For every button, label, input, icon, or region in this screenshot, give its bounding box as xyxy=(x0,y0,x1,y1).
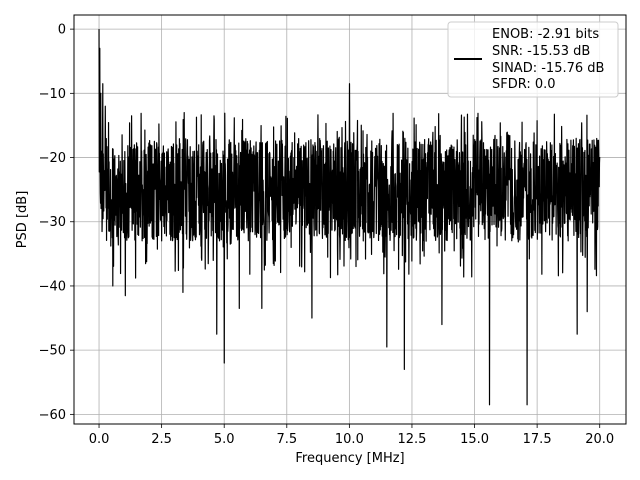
y-axis-ticks: 0 −10 −20 −30 −40 −50 −60 xyxy=(39,23,74,423)
x-tick-label: 5.0 xyxy=(214,432,235,447)
series-line-psd xyxy=(98,29,601,406)
y-tick-label: 0 xyxy=(58,23,66,38)
x-tick-label: 7.5 xyxy=(276,432,297,447)
x-tick-label: 12.5 xyxy=(397,432,426,447)
y-axis-label: PSD [dB] xyxy=(15,191,30,249)
plot-frame xyxy=(73,14,627,425)
legend-line-snr: SNR: -15.53 dB xyxy=(492,44,590,59)
legend-box xyxy=(447,21,619,98)
y-tick-label: −50 xyxy=(39,344,66,359)
x-axis-ticks: 0.0 2.5 5.0 7.5 10.0 12.5 15.0 17.5 20.0 xyxy=(89,424,614,447)
x-tick-label: 0.0 xyxy=(89,432,110,447)
legend: ENOB: -2.91 bits SNR: -15.53 dB SINAD: -… xyxy=(447,21,619,98)
legend-line-sinad: SINAD: -15.76 dB xyxy=(492,61,604,76)
y-tick-label: −60 xyxy=(39,408,66,423)
x-tick-label: 2.5 xyxy=(151,432,172,447)
series-layer xyxy=(98,29,601,406)
y-tick-label: −40 xyxy=(39,279,66,294)
x-axis-label: Frequency [MHz] xyxy=(295,451,404,466)
x-tick-label: 15.0 xyxy=(460,432,489,447)
legend-line-sfdr: SFDR: 0.0 xyxy=(492,77,556,92)
x-tick-label: 17.5 xyxy=(523,432,552,447)
x-tick-label: 10.0 xyxy=(335,432,364,447)
legend-line-enob: ENOB: -2.91 bits xyxy=(492,27,599,42)
x-tick-label: 20.0 xyxy=(585,432,614,447)
y-tick-label: −30 xyxy=(39,215,66,230)
y-tick-label: −10 xyxy=(39,87,66,102)
y-tick-label: −20 xyxy=(39,151,66,166)
